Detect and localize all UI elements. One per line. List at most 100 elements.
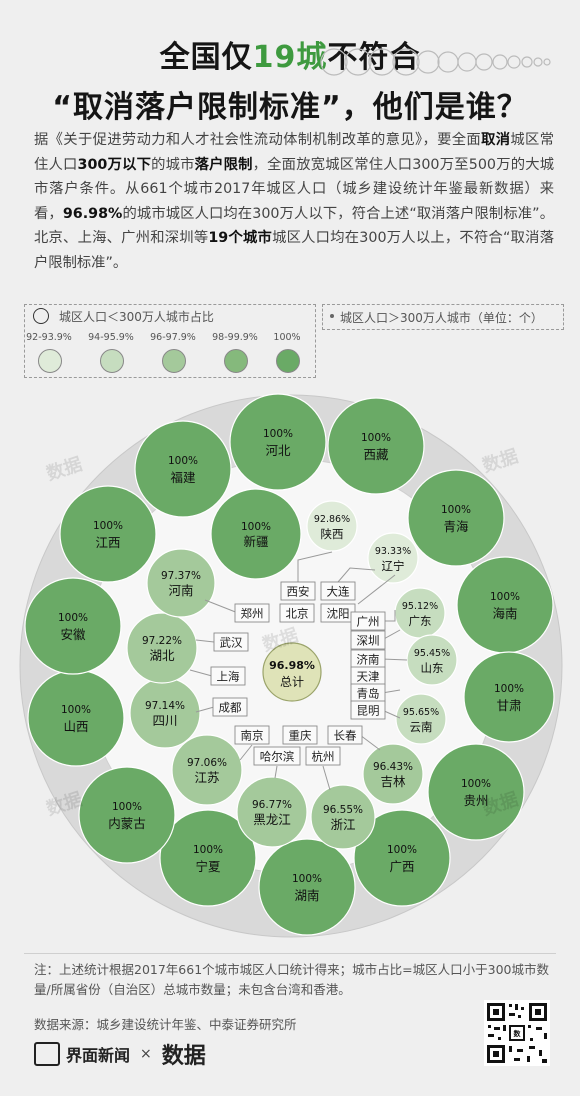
bubble-value: 100% bbox=[241, 521, 271, 533]
legend-swatch bbox=[38, 349, 62, 373]
city-box bbox=[350, 611, 386, 631]
legend-bin-label: 100% bbox=[273, 332, 301, 343]
bubble-value: 100% bbox=[263, 428, 293, 440]
bubble-浙江 bbox=[310, 784, 376, 850]
brand-logo-icon bbox=[34, 1042, 60, 1066]
bubble-吉林 bbox=[362, 743, 424, 805]
bubble-value: 100% bbox=[292, 873, 322, 885]
bubble-宁夏 bbox=[159, 809, 257, 907]
connector-line bbox=[357, 574, 396, 605]
bubble-value: 96.55% bbox=[323, 804, 363, 816]
bubble-value: 93.33% bbox=[375, 546, 411, 557]
city-box bbox=[210, 666, 246, 686]
bubble-广东 bbox=[394, 587, 446, 639]
bubble-label: 江西 bbox=[95, 535, 120, 550]
bubble-label: 贵州 bbox=[463, 793, 488, 808]
bubble-label: 云南 bbox=[410, 720, 433, 734]
bubble-label: 江苏 bbox=[194, 770, 219, 785]
bubble-value: 97.14% bbox=[145, 700, 185, 712]
bubble-label: 内蒙古 bbox=[108, 816, 146, 831]
connector-line bbox=[239, 744, 253, 761]
partner-logo: 数据 bbox=[161, 1043, 206, 1069]
bubble-chart: 100% 河北 100% 西藏 100% 青海 100% 海南 100% 甘肃 100% 贵州 100%… bbox=[19, 393, 563, 938]
city-label: 郑州 bbox=[241, 607, 264, 621]
city-box bbox=[350, 700, 386, 720]
city-box bbox=[305, 746, 341, 766]
connector-line bbox=[204, 599, 239, 614]
city-label: 深圳 bbox=[357, 634, 380, 648]
bubble-label: 陕西 bbox=[321, 527, 344, 541]
city-label: 西安 bbox=[287, 585, 310, 599]
city-box bbox=[320, 581, 356, 601]
bubble-value: 97.22% bbox=[142, 635, 182, 647]
bubble-黑龙江 bbox=[236, 776, 308, 848]
bubble-total-value: 96.98% bbox=[269, 659, 315, 672]
bubble-value: 100% bbox=[112, 801, 142, 813]
city-box bbox=[280, 581, 316, 601]
bubble-value: 100% bbox=[387, 844, 417, 856]
bubble-value: 100% bbox=[361, 432, 391, 444]
bubble-label: 山西 bbox=[63, 719, 88, 734]
legend-city-label: 城区人口＞300万人城市（单位：个） bbox=[340, 311, 543, 325]
bubble-山西 bbox=[27, 669, 125, 767]
bubble-label: 安徽 bbox=[60, 627, 86, 642]
city-label: 长春 bbox=[334, 729, 357, 743]
city-label: 昆明 bbox=[357, 704, 380, 718]
city-box bbox=[234, 725, 270, 745]
bubble-value: 100% bbox=[193, 844, 223, 856]
bubble-label: 西藏 bbox=[363, 447, 389, 462]
connector-line bbox=[274, 765, 278, 779]
legend-share: 城区人口＜300万人城市占比 92-93.9% 94-95.9% 96-97.9… bbox=[24, 304, 316, 378]
bubble-湖北 bbox=[126, 612, 198, 684]
brand-name: 界面新闻 bbox=[66, 1046, 131, 1065]
legend-swatch bbox=[162, 349, 186, 373]
footnote: 注：上述统计根据2017年661个城市城区人口统计得来；城市占比=城区人口小于3… bbox=[34, 962, 550, 997]
city-label: 天津 bbox=[357, 670, 380, 684]
bubble-安徽 bbox=[24, 577, 122, 675]
brand-separator: × bbox=[140, 1046, 152, 1062]
connector-line bbox=[297, 551, 333, 582]
legend-dot-icon bbox=[330, 314, 334, 318]
legend-bin-label: 98-99.9% bbox=[212, 332, 258, 343]
bubble-label: 广西 bbox=[389, 859, 414, 874]
page-title-line2: “取消落户限制标准”，他们是谁？ bbox=[52, 90, 528, 125]
city-label: 重庆 bbox=[289, 729, 312, 743]
bubble-value: 92.86% bbox=[314, 514, 350, 525]
bubble-value: 100% bbox=[168, 455, 198, 467]
city-label: 济南 bbox=[357, 653, 380, 667]
svg-text:数: 数 bbox=[514, 1029, 522, 1038]
bubble-value: 100% bbox=[93, 520, 123, 532]
bubble-value: 95.45% bbox=[414, 648, 450, 659]
bubble-江西 bbox=[59, 485, 157, 583]
city-label: 沈阳 bbox=[327, 607, 350, 621]
bubble-label: 山东 bbox=[421, 661, 444, 675]
qr-code-icon[interactable]: 数 bbox=[484, 1000, 550, 1066]
connector-line bbox=[189, 669, 213, 677]
city-label: 北京 bbox=[286, 607, 309, 621]
bubble-贵州 bbox=[427, 743, 525, 841]
legend-swatch bbox=[100, 349, 124, 373]
bubble-value: 100% bbox=[461, 778, 491, 790]
bubble-甘肃 bbox=[463, 651, 555, 743]
bubble-label: 福建 bbox=[170, 470, 196, 485]
connector-line bbox=[195, 639, 215, 643]
city-label: 成都 bbox=[219, 701, 242, 715]
intro-paragraph: 据《关于促进劳动力和人才社会性流动体制机制改革的意见》，要全面取消城区常住人口3… bbox=[34, 132, 555, 271]
city-box bbox=[327, 725, 363, 745]
bubble-label: 湖北 bbox=[149, 648, 175, 663]
connector-line bbox=[322, 765, 331, 791]
legend-swatch bbox=[276, 349, 300, 373]
bubble-label: 四川 bbox=[152, 713, 177, 728]
bubble-江苏 bbox=[171, 734, 243, 806]
bubble-云南 bbox=[395, 693, 447, 745]
bubble-value: 95.65% bbox=[403, 707, 439, 718]
connector-line bbox=[195, 706, 215, 713]
bubble-label: 辽宁 bbox=[382, 559, 405, 573]
city-label: 大连 bbox=[327, 585, 350, 599]
connector-line bbox=[337, 567, 376, 583]
bubble-label: 吉林 bbox=[380, 774, 406, 789]
bubble-label: 广东 bbox=[409, 614, 432, 628]
bubble-陕西 bbox=[306, 500, 358, 552]
bubble-value: 97.06% bbox=[187, 757, 227, 769]
bubble-广西 bbox=[353, 809, 451, 907]
